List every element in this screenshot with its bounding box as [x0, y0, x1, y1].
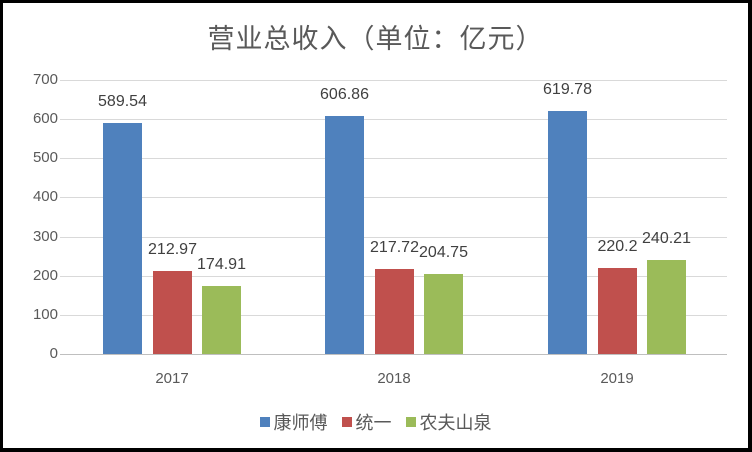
bar-康师傅-2019	[548, 111, 587, 354]
y-tick-label: 500	[32, 149, 58, 166]
bar-农夫山泉-2019	[647, 260, 686, 354]
legend: 康师傅 统一 农夫山泉	[3, 409, 748, 435]
legend-item: 康师傅	[259, 409, 328, 435]
bar-统一-2019	[598, 268, 637, 354]
y-tick-label: 300	[32, 228, 58, 245]
chart-frame: 营业总收入（单位：亿元） 0 100 200 300 400 500 600 700 589.5…	[3, 3, 748, 448]
bar-农夫山泉-2018	[424, 274, 463, 354]
data-label: 606.86	[320, 86, 369, 103]
bar-康师傅-2018	[325, 116, 364, 354]
x-tick-label: 2018	[377, 370, 411, 387]
data-label: 240.21	[642, 230, 691, 247]
legend-item: 农夫山泉	[405, 409, 492, 435]
x-tick-label: 2019	[600, 370, 634, 387]
gridline	[60, 197, 727, 198]
plot-area: 0 100 200 300 400 500 600 700 589.54 212.97 174.91…	[3, 3, 748, 448]
chart-title: 营业总收入（单位：亿元）	[207, 24, 544, 55]
data-label: 589.54	[98, 93, 147, 110]
y-tick-label: 400	[32, 188, 58, 205]
x-tick-label: 2017	[155, 370, 189, 387]
gridline	[60, 237, 727, 238]
data-label: 220.2	[597, 238, 638, 255]
legend-label: 农夫山泉	[419, 413, 492, 434]
data-label: 174.91	[197, 256, 246, 273]
gridline	[60, 119, 727, 120]
legend-label: 康师傅	[273, 413, 328, 434]
bar-统一-2017	[153, 271, 192, 354]
x-axis-line	[60, 354, 727, 355]
y-tick-label: 0	[49, 345, 58, 362]
legend-swatch-icon	[259, 417, 270, 427]
legend-item: 统一	[341, 409, 392, 435]
legend-swatch-icon	[405, 417, 416, 427]
legend-label: 统一	[355, 413, 392, 434]
data-label: 217.72	[370, 239, 419, 256]
bar-统一-2018	[375, 269, 414, 354]
data-label: 204.75	[419, 244, 468, 261]
bar-康师傅-2017	[103, 123, 142, 354]
y-tick-label: 200	[32, 267, 58, 284]
y-tick-label: 100	[32, 306, 58, 323]
gridline	[60, 158, 727, 159]
gridline	[60, 80, 727, 81]
y-tick-label: 600	[32, 110, 58, 127]
bar-农夫山泉-2017	[202, 286, 241, 354]
y-tick-label: 700	[32, 71, 58, 88]
legend-swatch-icon	[341, 417, 352, 427]
data-label: 212.97	[148, 241, 197, 258]
data-label: 619.78	[543, 81, 592, 98]
